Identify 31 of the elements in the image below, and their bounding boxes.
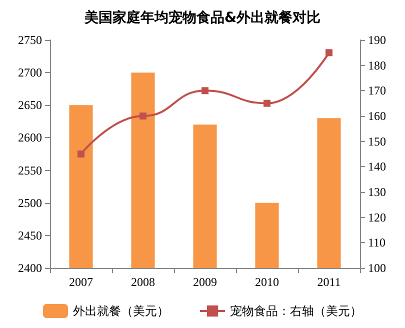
y-tick-label: 2600 xyxy=(18,130,42,145)
y-tick-label: 2750 xyxy=(18,33,42,47)
y2-tick-label: 110 xyxy=(368,236,386,250)
chart-title: 美国家庭年均宠物食品&外出就餐对比 xyxy=(83,9,321,26)
y2-tick-label: 150 xyxy=(368,134,386,148)
y2-tick-label: 160 xyxy=(368,109,386,123)
y2-tick-label: 140 xyxy=(368,160,386,174)
y2-tick-label: 170 xyxy=(368,84,386,98)
point xyxy=(264,100,270,107)
y-tick-label: 2400 xyxy=(18,261,42,275)
x-tick-label: 2011 xyxy=(317,275,341,289)
y-tick-label: 2650 xyxy=(18,98,42,112)
x-tick-label: 2010 xyxy=(255,275,279,289)
y-tick-label: 2700 xyxy=(18,66,42,80)
y2-tick-label: 120 xyxy=(368,210,386,224)
y2-tick-label: 180 xyxy=(368,58,386,72)
y-tick-label: 2550 xyxy=(18,163,42,178)
point xyxy=(202,87,208,94)
y-tick-label: 2500 xyxy=(18,196,42,210)
y2-tick-label: 100 xyxy=(368,261,386,275)
legend-label: 宠物食品：右轴（美元） xyxy=(230,304,362,318)
legend-label: 外出就餐（美元） xyxy=(73,304,169,318)
y2-tick-label: 130 xyxy=(368,185,386,199)
y-tick-label: 2450 xyxy=(18,228,42,242)
x-tick-label: 2009 xyxy=(193,275,217,289)
y2-tick-label: 190 xyxy=(368,33,386,47)
point xyxy=(140,112,146,120)
x-tick-label: 2008 xyxy=(131,275,155,289)
point xyxy=(78,150,84,158)
x-tick-label: 2007 xyxy=(69,275,93,289)
point xyxy=(326,49,332,56)
